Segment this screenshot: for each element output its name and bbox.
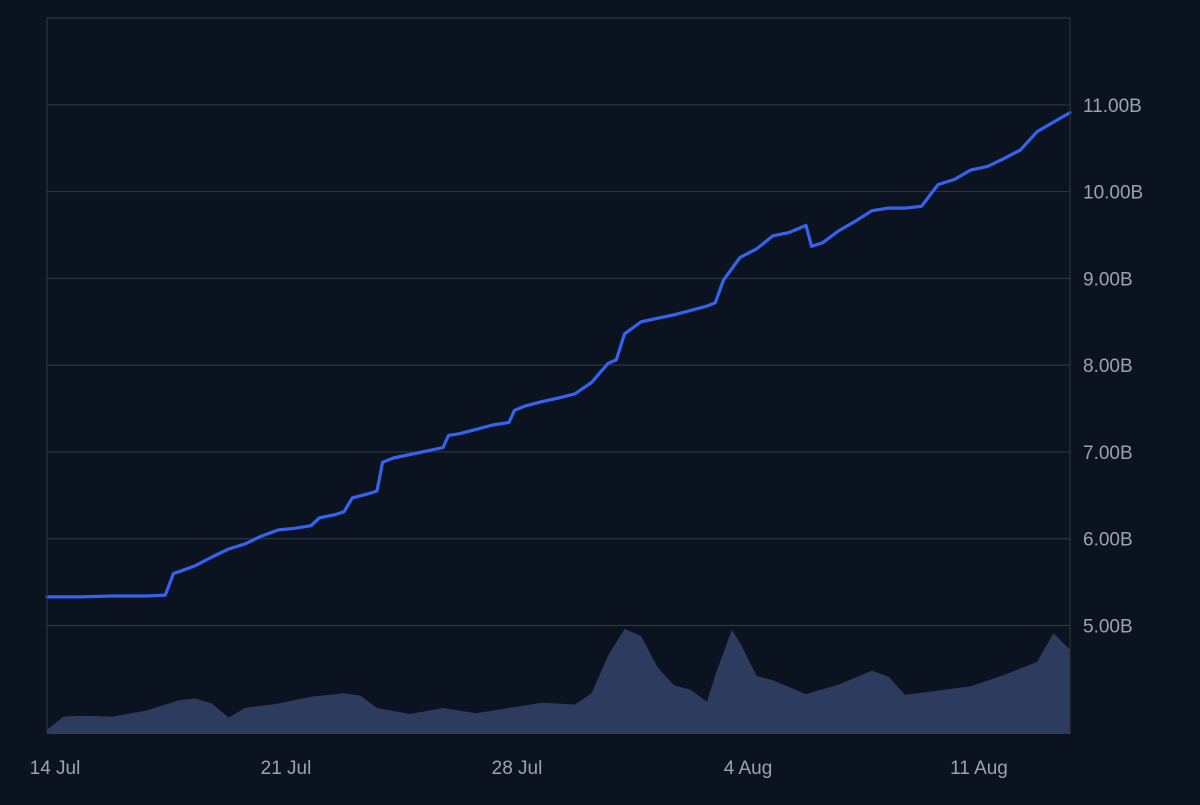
y-tick-label: 11.00B — [1083, 96, 1142, 117]
plot-frame-layer — [46, 17, 1071, 734]
y-axis-tick-labels: 5.00B 6.00B 7.00B 8.00B 9.00B 10.00B 11.00B — [1083, 96, 1143, 638]
volume-area-layer — [47, 629, 1070, 734]
x-tick-label: 4 Aug — [724, 758, 773, 779]
y-tick-label: 5.00B — [1083, 617, 1133, 638]
tvl-line — [45, 111, 1072, 599]
x-tick-label: 11 Aug — [950, 758, 1008, 779]
y-tick-label: 6.00B — [1083, 530, 1133, 551]
x-tick-label: 28 Jul — [492, 758, 543, 779]
grid-layer — [47, 104, 1070, 627]
y-tick-label: 8.00B — [1083, 356, 1133, 377]
x-axis-tick-labels: 14 Jul 21 Jul 28 Jul 4 Aug 11 Aug — [30, 758, 1008, 779]
x-tick-label: 21 Jul — [261, 758, 312, 779]
line-layer — [45, 111, 1072, 599]
y-tick-label: 10.00B — [1083, 183, 1143, 204]
y-tick-label: 9.00B — [1083, 269, 1133, 290]
volume-area — [47, 629, 1070, 734]
x-tick-label: 14 Jul — [30, 758, 81, 779]
y-tick-label: 7.00B — [1083, 443, 1133, 464]
